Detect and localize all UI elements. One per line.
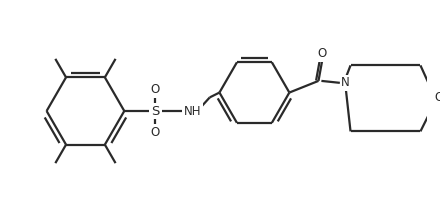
Text: S: S — [151, 105, 160, 117]
Text: O: O — [434, 91, 440, 104]
Text: NH: NH — [183, 105, 201, 117]
Text: N: N — [341, 76, 350, 89]
Text: O: O — [318, 47, 327, 60]
Text: O: O — [151, 83, 160, 96]
Text: O: O — [151, 126, 160, 139]
